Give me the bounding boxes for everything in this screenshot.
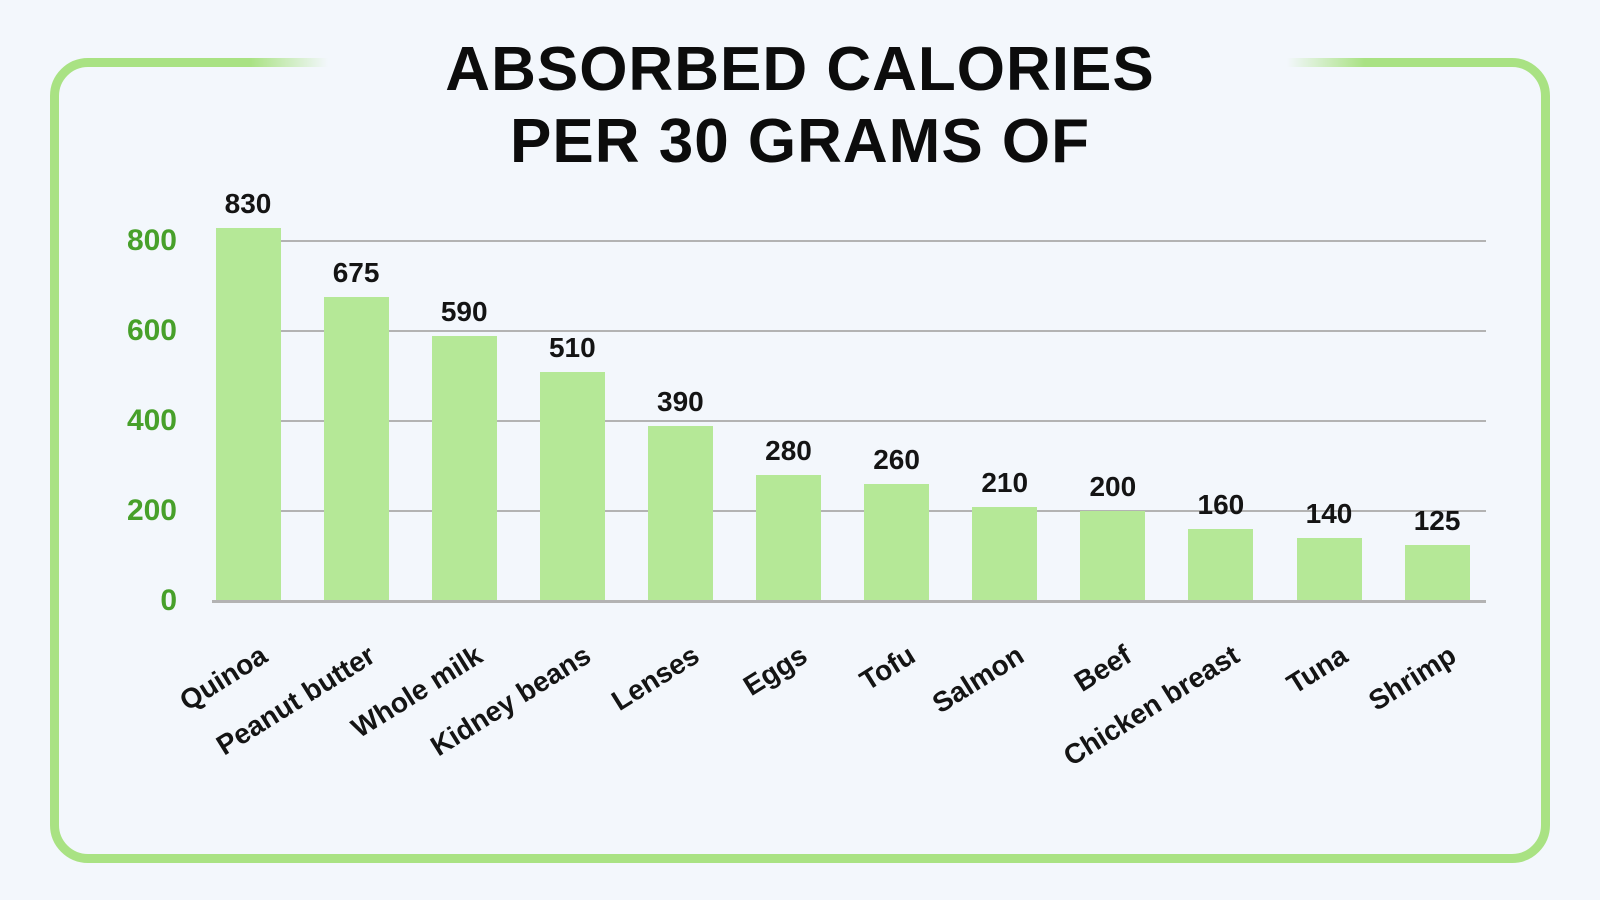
value-label-shrimp: 125 [1413,504,1461,536]
x-axis-line [212,600,1486,603]
value-label-tofu: 260 [873,444,920,475]
category-label-shrimp: Shrimp [1362,639,1462,717]
ytick-label-0: 0 [160,584,177,617]
value-label-tuna: 140 [1305,498,1353,529]
category-label-salmon: Salmon [926,639,1029,720]
value-label-lenses: 390 [657,385,704,417]
value-label-salmon: 210 [981,466,1029,498]
category-label-beef: Beef [1068,639,1137,698]
category-label-lenses: Lenses [606,639,705,717]
chart-title-line2: PER 30 GRAMS OF [510,106,1090,176]
bar-lenses [647,425,713,600]
bar-eggs [756,475,821,600]
bar-chicken-breast [1188,529,1254,600]
category-label-tofu: Tofu [854,639,921,697]
bar-beef [1080,511,1146,600]
value-label-whole-milk: 590 [440,295,488,327]
category-label-eggs: Eggs [737,639,813,702]
value-label-eggs: 280 [765,435,812,466]
category-label-tuna: Tuna [1281,639,1353,700]
value-label-chicken-breast: 160 [1197,489,1245,520]
bar-tofu [864,484,930,600]
chart-title-line1: ABSORBED CALORIES [445,35,1155,104]
bar-shrimp [1404,544,1470,600]
card-border-fade-mask [250,52,1365,74]
gridline-400 [216,420,1486,422]
bar-whole-milk [431,335,497,600]
chart-title: ABSORBED CALORIES PER 30 GRAMS OF [0,34,1600,178]
bar-peanut-butter [323,297,389,600]
gridline-200 [216,510,1486,512]
ytick-label-400: 400 [126,404,177,437]
bar-kidney-beans [539,371,605,600]
ytick-label-600: 600 [126,314,177,347]
gridline-600 [216,330,1486,332]
bar-quinoa [215,227,281,600]
bar-tuna [1296,538,1362,600]
ytick-label-800: 800 [126,224,177,257]
gridline-800 [216,240,1486,242]
bar-salmon [972,506,1038,600]
value-label-beef: 200 [1089,471,1137,502]
value-label-peanut-butter: 675 [332,257,380,289]
value-label-quinoa: 830 [224,187,272,219]
value-label-kidney-beans: 510 [548,331,596,363]
ytick-label-200: 200 [126,494,177,527]
